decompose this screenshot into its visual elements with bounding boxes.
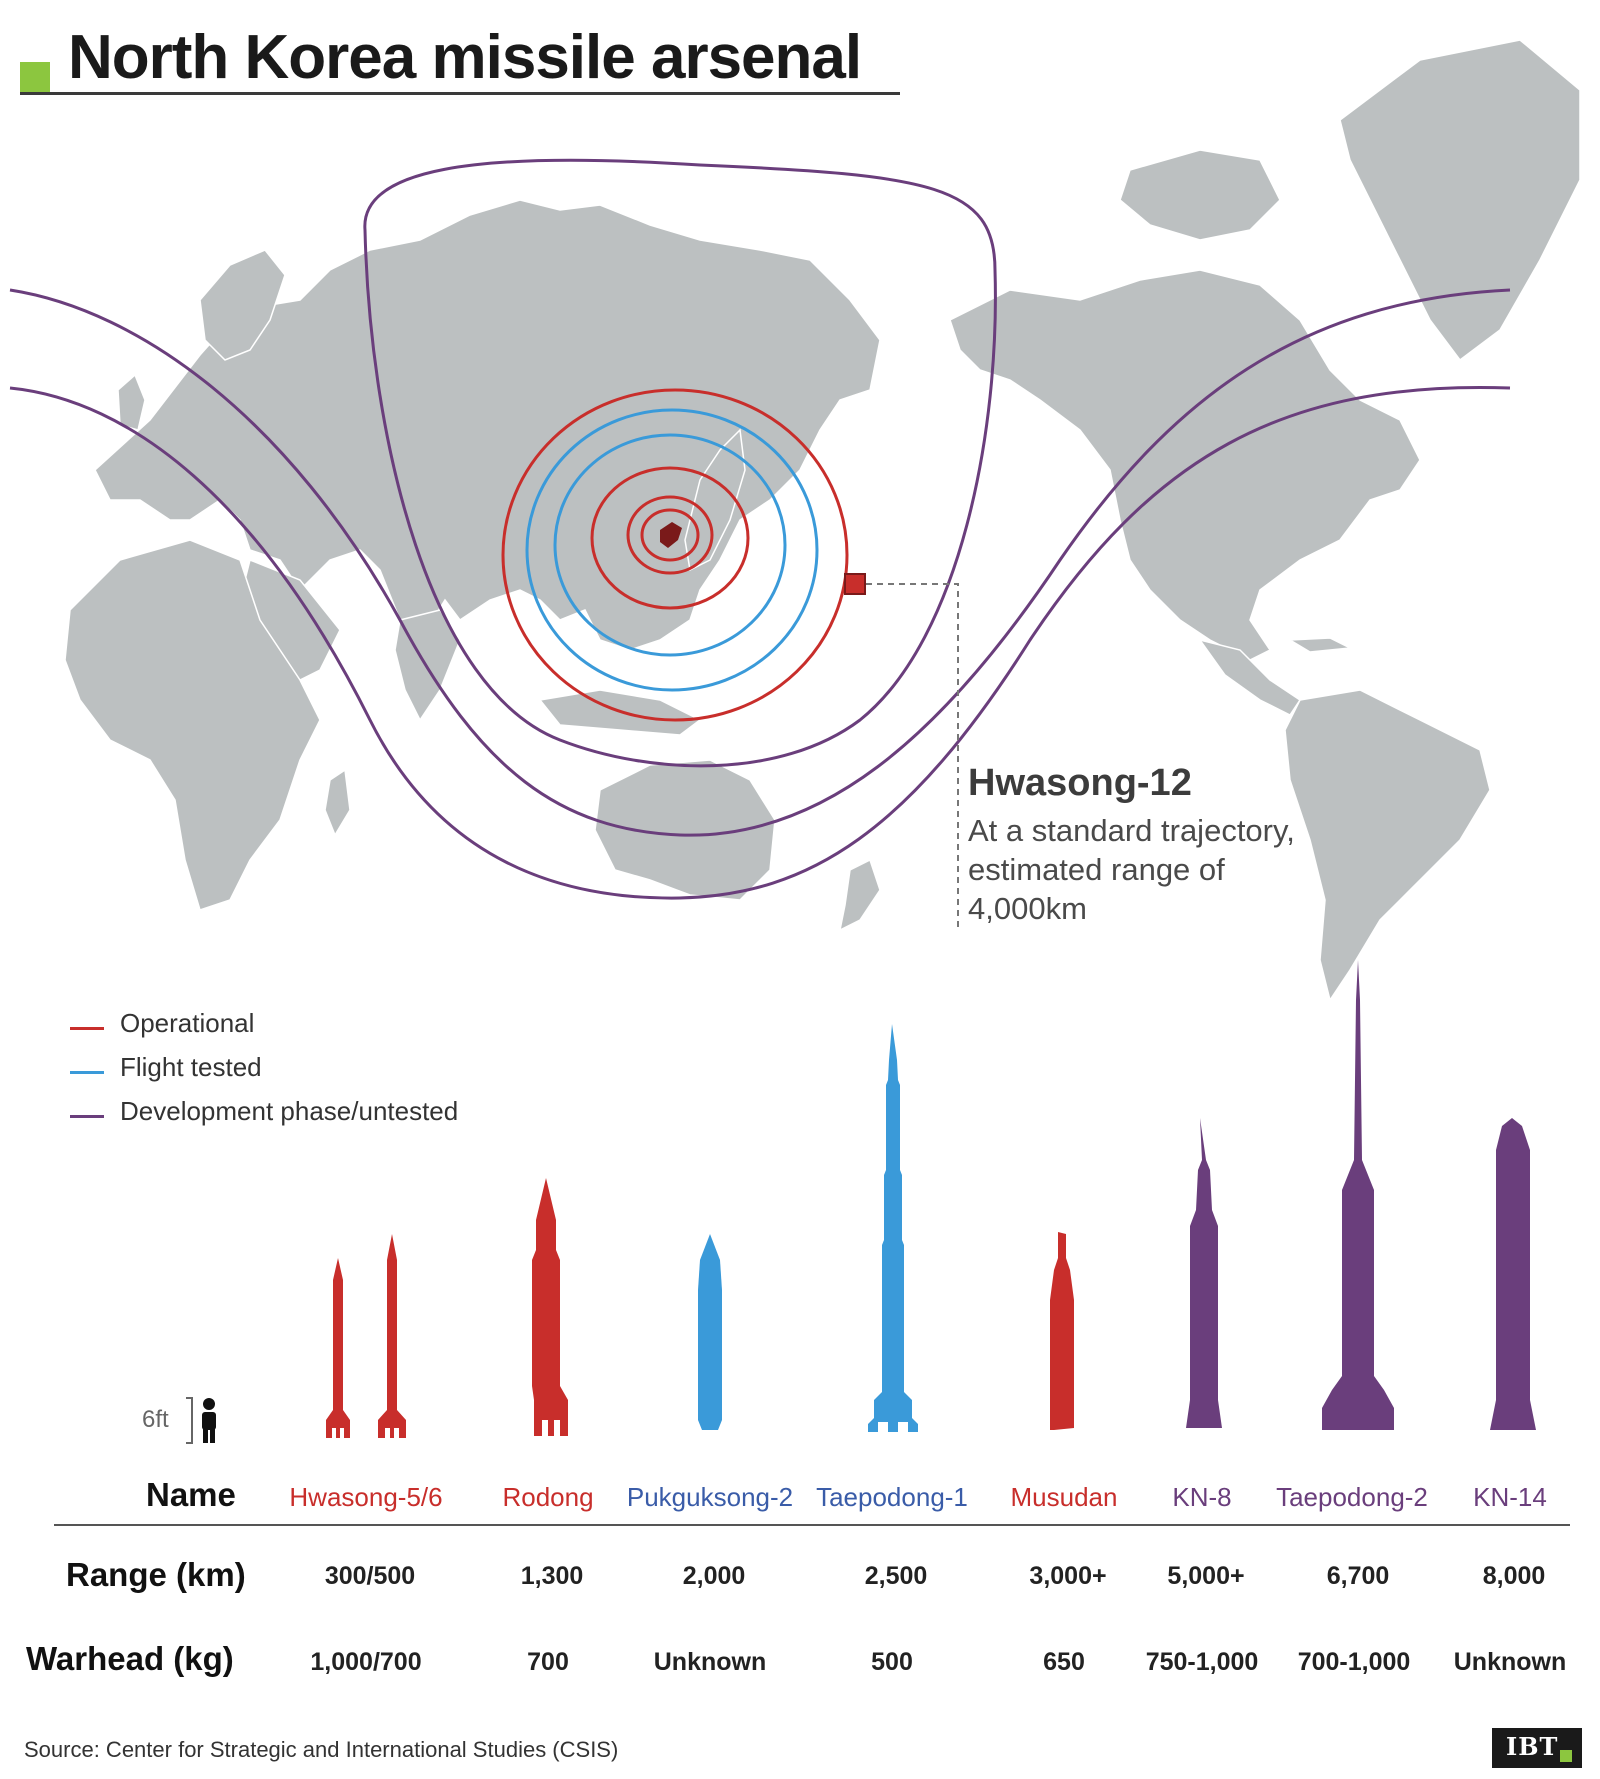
- north-korea-marker: [660, 522, 682, 548]
- missile-name-rodong: Rodong: [502, 1482, 594, 1512]
- legend-swatch-flight-tested: [70, 1071, 104, 1074]
- title-bar: North Korea missile arsenal: [20, 22, 900, 95]
- missile-name-taepodong-2: Taepodong-2: [1276, 1482, 1428, 1512]
- ring-musudan: [501, 388, 849, 722]
- callout-title: Hwasong-12: [968, 762, 1192, 804]
- ring-hwasong-5: [640, 508, 700, 562]
- missile-hwasong-5: [326, 1258, 350, 1438]
- missile-hwasong-6: [378, 1234, 406, 1438]
- ring-taepodong-1: [525, 408, 819, 692]
- missile-warhead: 650: [1043, 1648, 1085, 1676]
- missile-kn-8: [1186, 1118, 1222, 1428]
- landmass-south-america: [1284, 689, 1491, 1002]
- missile-name-taepodong-1: Taepodong-1: [816, 1482, 968, 1512]
- landmass-australia: [594, 759, 776, 901]
- legend-swatch-operational: [70, 1027, 104, 1030]
- missile-range: 8,000: [1482, 1562, 1546, 1590]
- callout-line: 4,000km: [968, 891, 1087, 926]
- table-divider: [54, 1524, 1570, 1526]
- missile-musudan: [1050, 1232, 1074, 1430]
- missile-name-musudan: Musudan: [1010, 1482, 1118, 1512]
- landmass-scandinavia: [199, 249, 286, 361]
- callout-line: At a standard trajectory,: [968, 813, 1295, 848]
- missile-warhead: 700: [527, 1648, 569, 1676]
- hwasong-12-leader: [866, 583, 959, 930]
- landmass-new-zealand: [838, 858, 881, 932]
- page-title: North Korea missile arsenal: [68, 23, 862, 92]
- missile-range: 3,000+: [1029, 1562, 1107, 1590]
- person-icon: [202, 1398, 216, 1443]
- missile-taepodong-2: [1322, 906, 1394, 1430]
- ring-rodong: [590, 466, 750, 610]
- landmass-britain: [117, 373, 146, 431]
- title-underline: [20, 92, 900, 95]
- missile-pukguksong-2: [698, 1234, 722, 1430]
- hwasong-12-marker: [844, 573, 866, 595]
- range-rings: [9, 158, 1511, 900]
- missile-warhead: 500: [871, 1648, 913, 1676]
- title-accent-square: [20, 62, 50, 92]
- missile-range: 300/500: [324, 1562, 416, 1590]
- landmass-africa: [64, 539, 321, 911]
- landmass-central-america: [1198, 638, 1302, 716]
- ring-taepodong-2: [9, 288, 1511, 837]
- landmass-japan: [684, 428, 746, 572]
- missile-name-kn-14: KN-14: [1473, 1482, 1547, 1512]
- legend-label: Development phase/untested: [120, 1096, 459, 1126]
- missile-range: 5,000+: [1167, 1562, 1245, 1590]
- missile-range: 6,700: [1326, 1562, 1390, 1590]
- landmass-greenland: [1339, 39, 1581, 362]
- landmass-north-america: [949, 269, 1421, 661]
- missile-name-pukguksong: Pukguksong-2: [626, 1482, 794, 1512]
- ibt-logo: IBT: [1492, 1728, 1582, 1768]
- missile-warhead: 1,000/700: [310, 1648, 422, 1676]
- missile-range: 2,000: [682, 1562, 746, 1590]
- hwasong-12-callout: Hwasong-12 At a standard trajectory, est…: [968, 762, 1368, 928]
- missile-name-kn-8: KN-8: [1172, 1482, 1232, 1512]
- landmass-caribbean: [1287, 637, 1353, 653]
- missile-rodong: [532, 1178, 568, 1436]
- ring-kn-8: [363, 158, 997, 768]
- legend-label: Flight tested: [120, 1052, 262, 1082]
- missile-warhead: 750-1,000: [1145, 1648, 1259, 1676]
- missile-kn-14: [1490, 1118, 1536, 1430]
- missile-warhead: Unknown: [653, 1648, 767, 1676]
- source-credit: Source: Center for Strategic and Interna…: [24, 1737, 619, 1762]
- legend-label: Operational: [120, 1008, 255, 1038]
- row-label-range: Range (km): [66, 1556, 246, 1593]
- ring-pukguksong-2: [553, 433, 787, 657]
- row-label-warhead: Warhead (kg): [26, 1640, 234, 1677]
- logo-accent: [1560, 1750, 1572, 1762]
- landmass-arctic-islands: [1119, 149, 1281, 241]
- legend-swatch-development: [70, 1115, 104, 1118]
- row-label-name: Name: [146, 1476, 236, 1513]
- missile-warhead: 700-1,000: [1297, 1648, 1411, 1676]
- missile-taepodong-1: [868, 1024, 918, 1432]
- logo-text: IBT: [1506, 1732, 1559, 1761]
- missile-warhead: Unknown: [1453, 1648, 1567, 1676]
- callout-text: At a standard trajectory, estimated rang…: [968, 811, 1368, 928]
- ring-kn-14: [9, 385, 1511, 900]
- world-landmasses: [64, 39, 1581, 1002]
- missile-range: 1,300: [520, 1562, 584, 1590]
- missile-range: 2,500: [864, 1562, 928, 1590]
- scale-label: 6ft: [142, 1406, 169, 1433]
- missile-name-hwasong: Hwasong-5/6: [289, 1482, 443, 1512]
- missile-silhouettes: [326, 906, 1536, 1438]
- ring-hwasong-6: [626, 495, 714, 575]
- scale-bracket: [186, 1397, 193, 1444]
- landmass-madagascar: [324, 768, 351, 837]
- callout-line: estimated range of: [968, 852, 1225, 887]
